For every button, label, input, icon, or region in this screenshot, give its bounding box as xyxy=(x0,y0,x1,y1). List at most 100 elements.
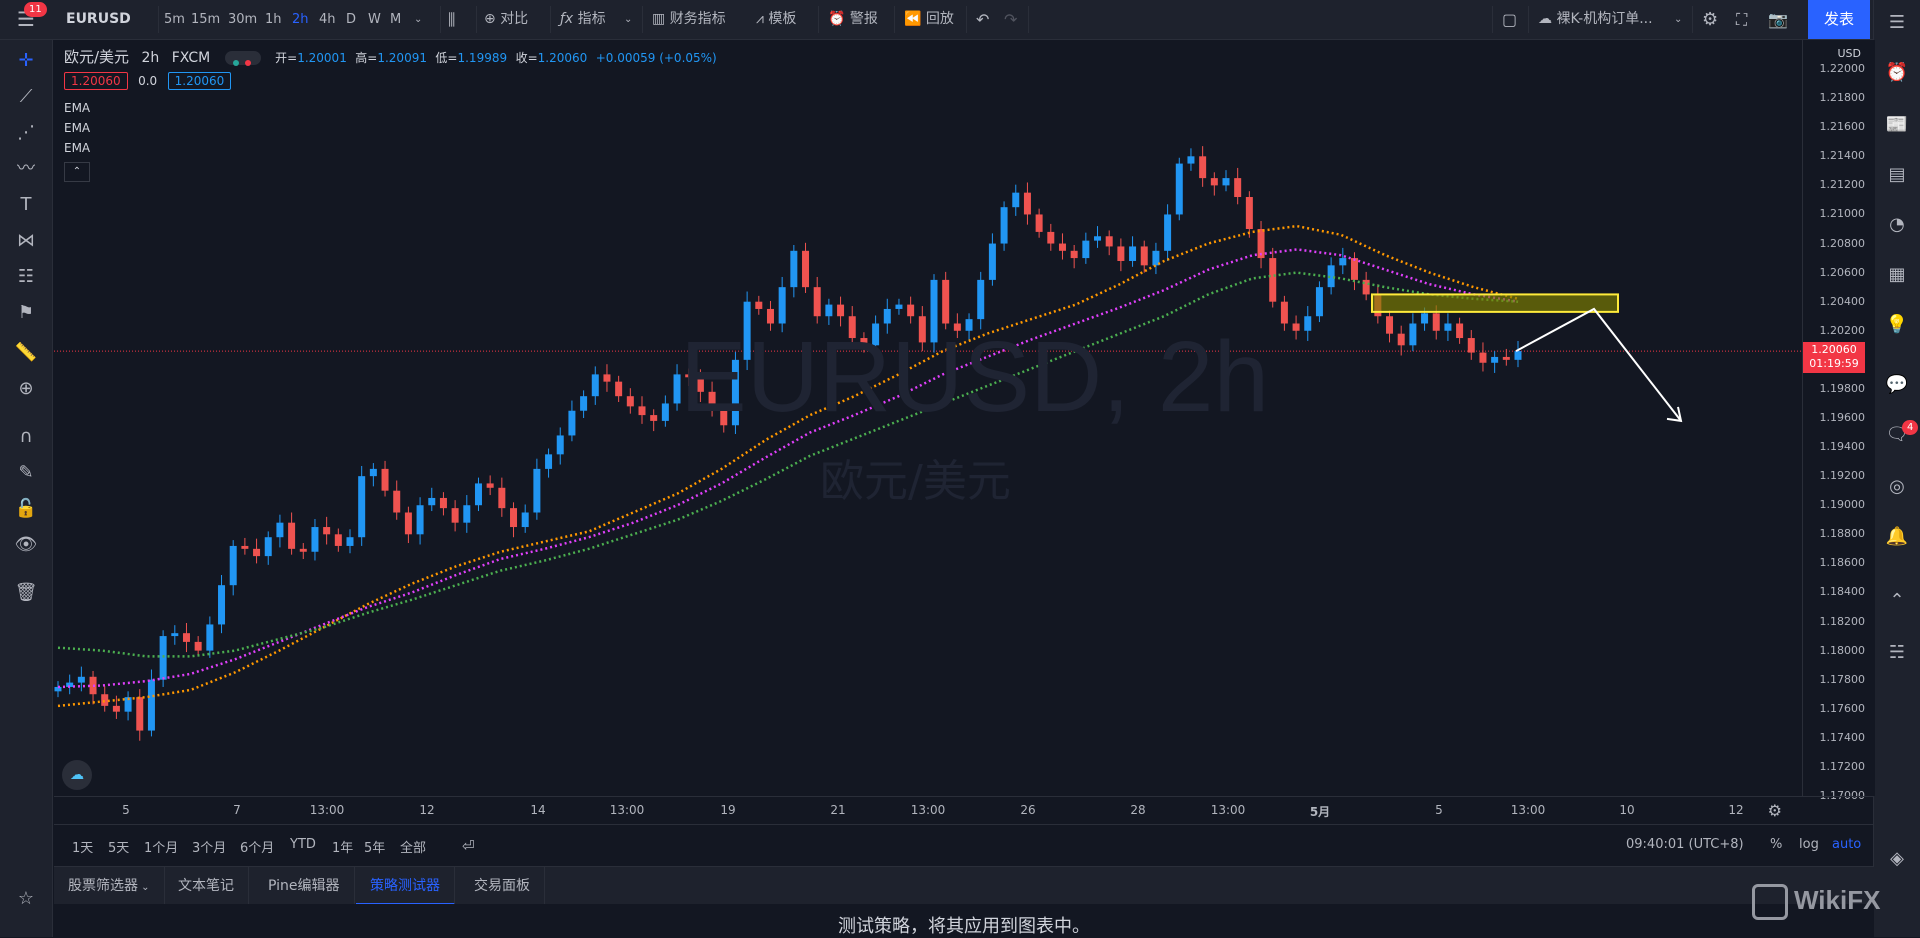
lock-icon[interactable]: 🔓 xyxy=(14,498,38,519)
price-chart[interactable] xyxy=(54,40,1802,796)
range-2[interactable]: 1个月 xyxy=(144,841,179,856)
gear-icon[interactable]: ⚙ xyxy=(1702,9,1719,30)
indicators-button[interactable]: ƒx 指标 xyxy=(560,0,606,39)
star-icon[interactable]: ☆ xyxy=(17,888,35,909)
text-tool-icon[interactable]: T xyxy=(20,194,32,215)
candle-type-icon[interactable]: ⫼ xyxy=(448,10,456,29)
xabcd-pattern-icon[interactable]: ⋈ xyxy=(17,230,35,251)
timeframe-30m[interactable]: 30m xyxy=(228,12,258,27)
ema-indicator-3[interactable]: EMA xyxy=(64,141,91,155)
streams-icon[interactable]: ◎ xyxy=(1889,476,1905,497)
data-window-icon[interactable]: ▤ xyxy=(1888,164,1906,185)
layout-name[interactable]: ☁ 裸K-机构订单... xyxy=(1538,0,1653,39)
trash-icon[interactable]: 🗑 xyxy=(14,582,38,603)
chevron-up-icon[interactable]: ⌃ xyxy=(1889,590,1905,611)
buy-button[interactable]: 1.20060 xyxy=(167,72,232,90)
lock-drawing-icon[interactable]: ✎ xyxy=(18,462,34,483)
alert-button[interactable]: ⏰ 警报 xyxy=(828,0,878,39)
low-value: 1.19989 xyxy=(457,51,508,65)
chevron-down-icon[interactable]: ⌄ xyxy=(624,14,633,25)
range-5[interactable]: YTD xyxy=(290,837,316,852)
log-toggle[interactable]: log xyxy=(1799,837,1819,852)
timeframe-15m[interactable]: 15m xyxy=(191,12,221,27)
time-tick: 13:00 xyxy=(1210,803,1246,817)
time-axis[interactable]: 5 7 13:00 12 14 13:00 19 21 13:00 26 28 13:00 5月 5 13:… xyxy=(54,796,1874,825)
hotlist-icon[interactable]: ◔ xyxy=(1889,214,1905,235)
timeframe-5m[interactable]: 5m xyxy=(164,12,185,27)
goto-date-icon[interactable]: ⏎ xyxy=(462,837,475,855)
camera-icon[interactable]: 📷 xyxy=(1768,10,1788,29)
auto-toggle[interactable]: auto xyxy=(1832,837,1862,852)
chevron-down-icon[interactable]: ⌄ xyxy=(414,14,423,25)
panel-tab-2[interactable]: Pine编辑器 xyxy=(254,867,355,905)
chevron-down-icon[interactable]: ⌄ xyxy=(138,882,150,893)
templates-button[interactable]: ⩘ 模板 xyxy=(756,0,796,39)
order-panel-icon[interactable]: ☵ xyxy=(1888,642,1906,663)
ema-indicator-1[interactable]: EMA xyxy=(64,101,91,115)
candle-body xyxy=(918,316,926,343)
publish-button[interactable]: 发表 xyxy=(1808,0,1870,39)
layers-icon[interactable]: ◈ xyxy=(1890,848,1904,869)
timeframe-D[interactable]: D xyxy=(346,12,357,27)
collapse-legend-icon[interactable]: ⌃ xyxy=(64,162,90,182)
range-8[interactable]: 全部 xyxy=(400,841,427,856)
arrow-head xyxy=(1666,406,1683,423)
ideas-icon[interactable]: 💡 xyxy=(1885,314,1909,335)
layout-square-icon[interactable]: ▢ xyxy=(1502,10,1518,29)
financials-button[interactable]: ▥ 财务指标 xyxy=(652,0,726,39)
replay-button[interactable]: ⏪ 回放 xyxy=(904,0,954,39)
pattern-icon[interactable]: 〰 xyxy=(17,158,35,179)
alarm-clock-icon[interactable]: ⏰ xyxy=(1885,62,1909,83)
icons-flag-icon[interactable]: ⚑ xyxy=(17,302,35,323)
ruler-icon[interactable]: 📏 xyxy=(14,342,38,363)
timeframe-4h[interactable]: 4h xyxy=(319,12,336,27)
bell-icon[interactable]: 🔔 xyxy=(1885,526,1909,547)
range-3[interactable]: 3个月 xyxy=(192,841,227,856)
percent-toggle[interactable]: % xyxy=(1770,837,1783,852)
news-icon[interactable]: 📰 xyxy=(1885,114,1909,135)
magnet-icon[interactable]: ∩ xyxy=(19,426,33,447)
range-4[interactable]: 6个月 xyxy=(240,841,275,856)
candle-body xyxy=(930,279,938,343)
calendar-icon[interactable]: ▦ xyxy=(1888,264,1906,285)
candle-body xyxy=(696,377,704,392)
forecast-icon[interactable]: ☷ xyxy=(17,266,35,287)
candle-body xyxy=(755,301,763,309)
trend-line-icon[interactable]: ⟋ xyxy=(19,86,33,107)
panel-tab-4[interactable]: 交易面板 xyxy=(460,867,545,905)
chevron-down-icon[interactable]: ⌄ xyxy=(1674,14,1683,25)
range-6[interactable]: 1年 xyxy=(332,841,354,856)
panel-tab-1[interactable]: 文本笔记 xyxy=(164,867,249,905)
market-status-toggle[interactable] xyxy=(224,51,261,66)
chat-icon[interactable]: 💬 xyxy=(1885,374,1909,395)
timeframe-2h[interactable]: 2h xyxy=(292,12,309,27)
redo-icon[interactable]: ↷ xyxy=(1004,10,1018,29)
range-1[interactable]: 5天 xyxy=(108,841,130,856)
range-0[interactable]: 1天 xyxy=(72,841,94,856)
axis-settings-icon[interactable]: ⚙ xyxy=(1767,801,1782,820)
price-tick: 1.19000 xyxy=(1819,498,1866,512)
undo-icon[interactable]: ↶ xyxy=(976,10,990,29)
crosshair-icon[interactable]: ✛ xyxy=(18,50,34,71)
fib-tool-icon[interactable]: ⋰ xyxy=(17,122,35,143)
sell-button[interactable]: 1.20060 xyxy=(64,72,128,90)
ema-indicator-2[interactable]: EMA xyxy=(64,121,91,135)
range-7[interactable]: 5年 xyxy=(364,841,386,856)
panel-tab-3[interactable]: 策略测试器 xyxy=(356,867,455,905)
clock[interactable]: 09:40:01 (UTC+8) xyxy=(1626,837,1744,852)
compare-button[interactable]: ⊕ 对比 xyxy=(484,0,528,39)
cloud-logo-icon[interactable]: ☁ xyxy=(62,760,92,790)
timeframe-M[interactable]: M xyxy=(390,12,402,27)
timeframe-W[interactable]: W xyxy=(368,12,381,27)
chart-area[interactable] xyxy=(54,40,1802,796)
panel-tab-0[interactable]: 股票筛选器 ⌄ xyxy=(54,867,165,905)
candle-body xyxy=(661,403,669,421)
symbol-search[interactable]: EURUSD xyxy=(66,11,131,27)
timeframe-1h[interactable]: 1h xyxy=(265,12,282,27)
watchlist-icon[interactable]: ☰ xyxy=(1888,12,1906,33)
symbol-name[interactable]: 欧元/美元 xyxy=(64,48,130,66)
price-axis[interactable]: USD 1.22000 1.21800 1.21600 1.21400 1.21200 1… xyxy=(1802,40,1875,802)
eye-icon[interactable]: 👁 xyxy=(14,534,38,555)
fullscreen-icon[interactable]: ⛶ xyxy=(1736,10,1748,29)
zoom-in-icon[interactable]: ⊕ xyxy=(18,378,34,399)
